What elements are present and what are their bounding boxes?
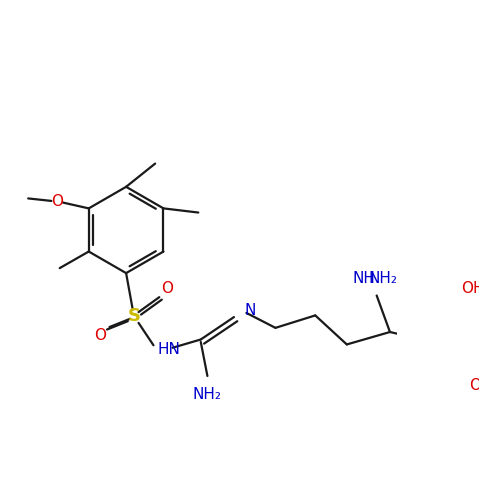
Text: HN: HN	[158, 342, 181, 357]
Text: O: O	[51, 194, 63, 209]
Text: NH: NH	[352, 272, 375, 286]
Text: OH: OH	[461, 281, 479, 297]
Text: O: O	[469, 377, 479, 393]
Text: O: O	[161, 281, 173, 297]
Text: NH₂: NH₂	[193, 387, 222, 402]
Text: O: O	[94, 328, 106, 343]
Text: N: N	[245, 303, 256, 318]
Text: S: S	[128, 307, 141, 325]
Text: NH₂: NH₂	[369, 272, 398, 286]
